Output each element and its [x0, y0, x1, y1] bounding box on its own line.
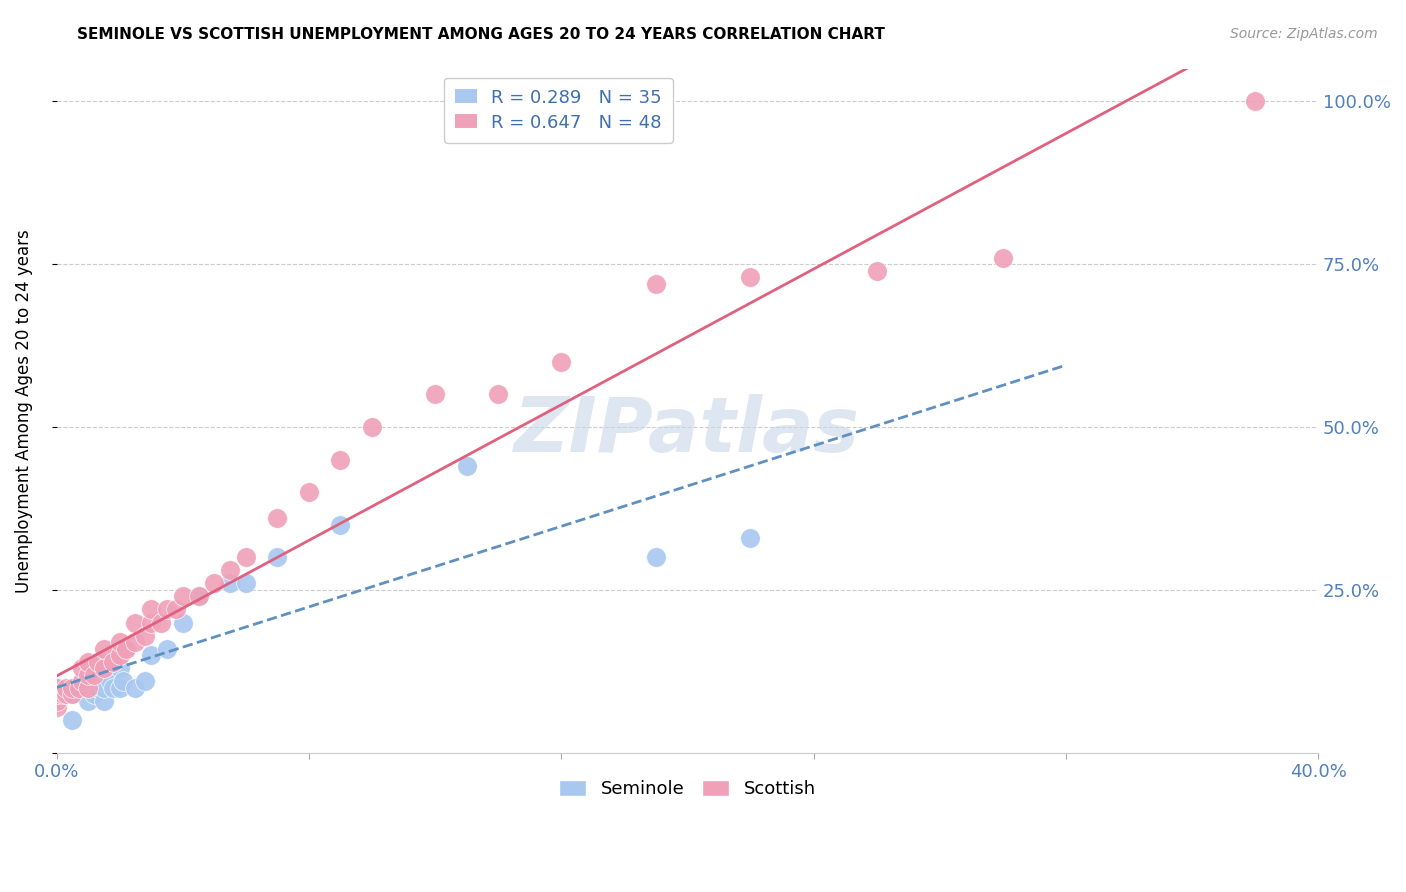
Point [108, 635, 131, 649]
Point [45, 694, 67, 708]
Point [60, 687, 83, 701]
Point [77, 681, 100, 695]
Point [235, 550, 257, 565]
Point [124, 681, 146, 695]
Point [740, 531, 762, 545]
Point [83, 667, 105, 681]
Point [456, 459, 478, 474]
Point [550, 355, 572, 369]
Point [991, 251, 1014, 265]
Point [187, 590, 209, 604]
Point [77, 667, 100, 681]
Point [103, 655, 125, 669]
Point [361, 420, 384, 434]
Point [45, 681, 67, 695]
Point [108, 648, 131, 662]
Point [55, 687, 77, 701]
Point [187, 590, 209, 604]
Point [45, 687, 67, 701]
Point [70, 674, 93, 689]
Point [60, 687, 83, 701]
Point [98, 674, 121, 689]
Point [93, 661, 115, 675]
Point [172, 590, 194, 604]
Text: Source: ZipAtlas.com: Source: ZipAtlas.com [1230, 27, 1378, 41]
Point [45, 681, 67, 695]
Point [93, 681, 115, 695]
Point [134, 674, 156, 689]
Text: ZIPatlas: ZIPatlas [515, 394, 860, 468]
Point [266, 511, 288, 525]
Point [111, 674, 134, 689]
Point [115, 641, 138, 656]
Point [93, 694, 115, 708]
Point [644, 550, 666, 565]
Point [298, 485, 321, 500]
Point [115, 641, 138, 656]
Point [67, 681, 90, 695]
Point [235, 576, 257, 591]
Point [60, 681, 83, 695]
Point [266, 550, 288, 565]
Point [219, 576, 242, 591]
Point [77, 694, 100, 708]
Point [70, 661, 93, 675]
Point [70, 681, 93, 695]
Point [486, 387, 509, 401]
Legend: Seminole, Scottish: Seminole, Scottish [551, 772, 823, 805]
Point [52, 687, 75, 701]
Point [865, 263, 887, 277]
Point [124, 635, 146, 649]
Point [166, 602, 188, 616]
Point [1244, 94, 1267, 108]
Point [83, 687, 105, 701]
Point [86, 681, 108, 695]
Point [77, 667, 100, 681]
Point [644, 277, 666, 291]
Point [108, 661, 131, 675]
Point [86, 655, 108, 669]
Point [77, 681, 100, 695]
Point [67, 681, 90, 695]
Point [77, 655, 100, 669]
Point [45, 700, 67, 714]
Point [45, 694, 67, 708]
Point [172, 615, 194, 630]
Point [93, 641, 115, 656]
Point [156, 641, 179, 656]
Point [124, 615, 146, 630]
Point [108, 681, 131, 695]
Point [86, 661, 108, 675]
Y-axis label: Unemployment Among Ages 20 to 24 years: Unemployment Among Ages 20 to 24 years [15, 229, 32, 592]
Point [93, 655, 115, 669]
Point [329, 452, 352, 467]
Point [141, 648, 163, 662]
Point [55, 681, 77, 695]
Point [141, 602, 163, 616]
Point [202, 576, 225, 591]
Point [141, 615, 163, 630]
Point [156, 602, 179, 616]
Point [60, 713, 83, 727]
Point [329, 517, 352, 532]
Point [134, 628, 156, 642]
Point [103, 655, 125, 669]
Point [423, 387, 446, 401]
Point [103, 681, 125, 695]
Text: SEMINOLE VS SCOTTISH UNEMPLOYMENT AMONG AGES 20 TO 24 YEARS CORRELATION CHART: SEMINOLE VS SCOTTISH UNEMPLOYMENT AMONG … [77, 27, 886, 42]
Point [219, 563, 242, 577]
Point [149, 615, 172, 630]
Point [740, 270, 762, 285]
